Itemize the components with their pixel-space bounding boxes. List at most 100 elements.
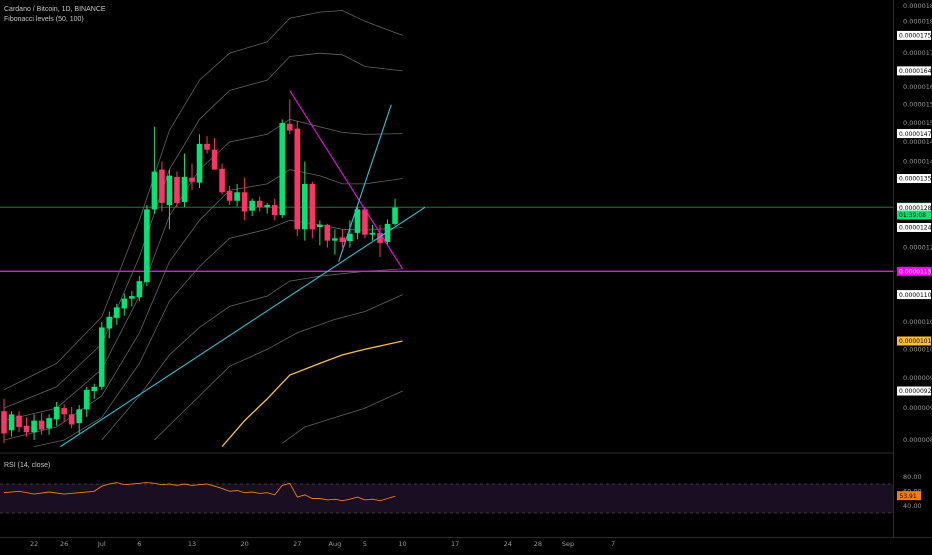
x-tick-label: 13	[188, 540, 196, 548]
price-label: 0.00001358	[899, 176, 932, 183]
candle-body	[76, 409, 82, 424]
x-tick-label: 10	[398, 540, 406, 548]
candle-body	[166, 175, 173, 206]
candle-body	[106, 316, 113, 329]
price-label: 0.00001647	[899, 68, 932, 75]
candle-body	[98, 327, 105, 387]
candle-body	[339, 237, 346, 243]
candle-body	[226, 191, 233, 201]
fib-band-line	[154, 294, 403, 441]
candle-body	[384, 223, 391, 243]
y-tick-label: 0.00001850	[903, 2, 932, 10]
price-label-box	[897, 129, 931, 139]
price-label-box	[897, 290, 931, 300]
candle-body	[264, 205, 270, 208]
fib-band-line	[101, 268, 403, 441]
price-label-box	[897, 266, 931, 276]
candle-body	[219, 168, 225, 193]
candle-body	[309, 183, 316, 230]
candle-body	[181, 176, 188, 203]
candle-body	[114, 307, 120, 318]
candle-body	[286, 123, 293, 131]
candle-body	[31, 420, 37, 433]
price-label: 01:39:08	[899, 212, 926, 219]
symbol-legend: Cardano / Bitcoin, 1D, BINANCE	[4, 4, 106, 15]
candle-body	[46, 418, 52, 429]
price-label-box	[897, 386, 931, 396]
rsi-title: RSI (14, close)	[4, 462, 51, 469]
candle-body	[121, 298, 128, 309]
x-tick-label: Aug	[329, 540, 342, 548]
fib-band-line	[221, 340, 403, 448]
rsi-value-box	[897, 491, 921, 501]
y-tick-label: 0.00001400	[903, 158, 932, 166]
candle-body	[362, 209, 368, 235]
candle-body	[1, 411, 7, 434]
x-tick-label: 7	[611, 540, 615, 548]
candle-body	[294, 128, 301, 230]
fib-band-line	[34, 219, 403, 447]
candle-body	[91, 386, 98, 392]
price-label: 0.00001150	[899, 269, 932, 276]
y-tick-label: 0.00001000	[903, 345, 932, 353]
rsi-tick-label: 40.00	[903, 502, 922, 510]
price-label: 0.00001755	[899, 33, 932, 40]
rsi-legend: RSI (14, close)	[4, 460, 50, 471]
price-label: 0.00001244	[899, 225, 932, 232]
candle-body	[324, 224, 331, 241]
x-tick-label: Sep	[562, 540, 574, 548]
candle-body	[129, 296, 135, 299]
candle-body	[332, 238, 338, 241]
x-tick-label: 20	[240, 540, 248, 548]
candle-body	[204, 143, 210, 150]
price-label-box	[897, 222, 931, 232]
fib-band-line	[281, 390, 403, 444]
y-tick-label: 0.00000900	[903, 404, 932, 412]
y-tick-label: 0.00001200	[903, 244, 932, 252]
candle-body	[347, 233, 353, 242]
x-tick-label: Jul	[97, 540, 106, 548]
candle-body	[159, 169, 165, 203]
candle-body	[241, 192, 248, 212]
candle-body	[196, 143, 203, 183]
x-tick-label: 26	[60, 540, 68, 548]
symbol-title: Cardano / Bitcoin, 1D, BINANCE	[4, 6, 106, 13]
price-label-box	[897, 174, 931, 184]
x-tick-label: 28	[534, 540, 542, 548]
candle-body	[61, 408, 67, 415]
candle-body	[53, 406, 60, 420]
candle-body	[369, 232, 376, 235]
candle-body	[16, 415, 22, 428]
candle-body	[174, 176, 180, 203]
candle-body	[317, 224, 323, 228]
cyan-uptrend-line	[60, 206, 426, 448]
candle-body	[144, 209, 150, 283]
candle-body	[136, 281, 143, 298]
y-tick-label: 0.00001550	[903, 101, 932, 109]
candle-body	[38, 420, 45, 430]
candle-body	[249, 200, 255, 211]
indicator-title: Fibonacci levels (50, 100)	[4, 16, 84, 23]
price-label-box	[897, 210, 931, 220]
x-tick-label: 24	[504, 540, 512, 548]
price-label-box	[897, 336, 931, 346]
candle-body	[151, 171, 158, 210]
fib-band-line	[3, 10, 403, 391]
x-tick-label: 5	[363, 540, 367, 548]
candle-body	[279, 123, 286, 216]
y-tick-label: 0.00000850	[903, 436, 932, 444]
fib-band-line	[3, 169, 403, 441]
y-tick-label: 0.00001500	[903, 119, 932, 127]
price-label-box	[897, 66, 931, 76]
price-label: 0.00001103	[899, 292, 932, 299]
x-tick-label: 17	[451, 540, 459, 548]
rsi-line	[3, 482, 396, 502]
x-tick-label: 22	[30, 540, 38, 548]
candle-body	[68, 414, 75, 425]
candle-body	[302, 183, 308, 230]
indicator-legend: Fibonacci levels (50, 100)	[4, 14, 84, 25]
price-label-box	[897, 30, 931, 40]
price-label: 0.00000928	[899, 388, 932, 395]
